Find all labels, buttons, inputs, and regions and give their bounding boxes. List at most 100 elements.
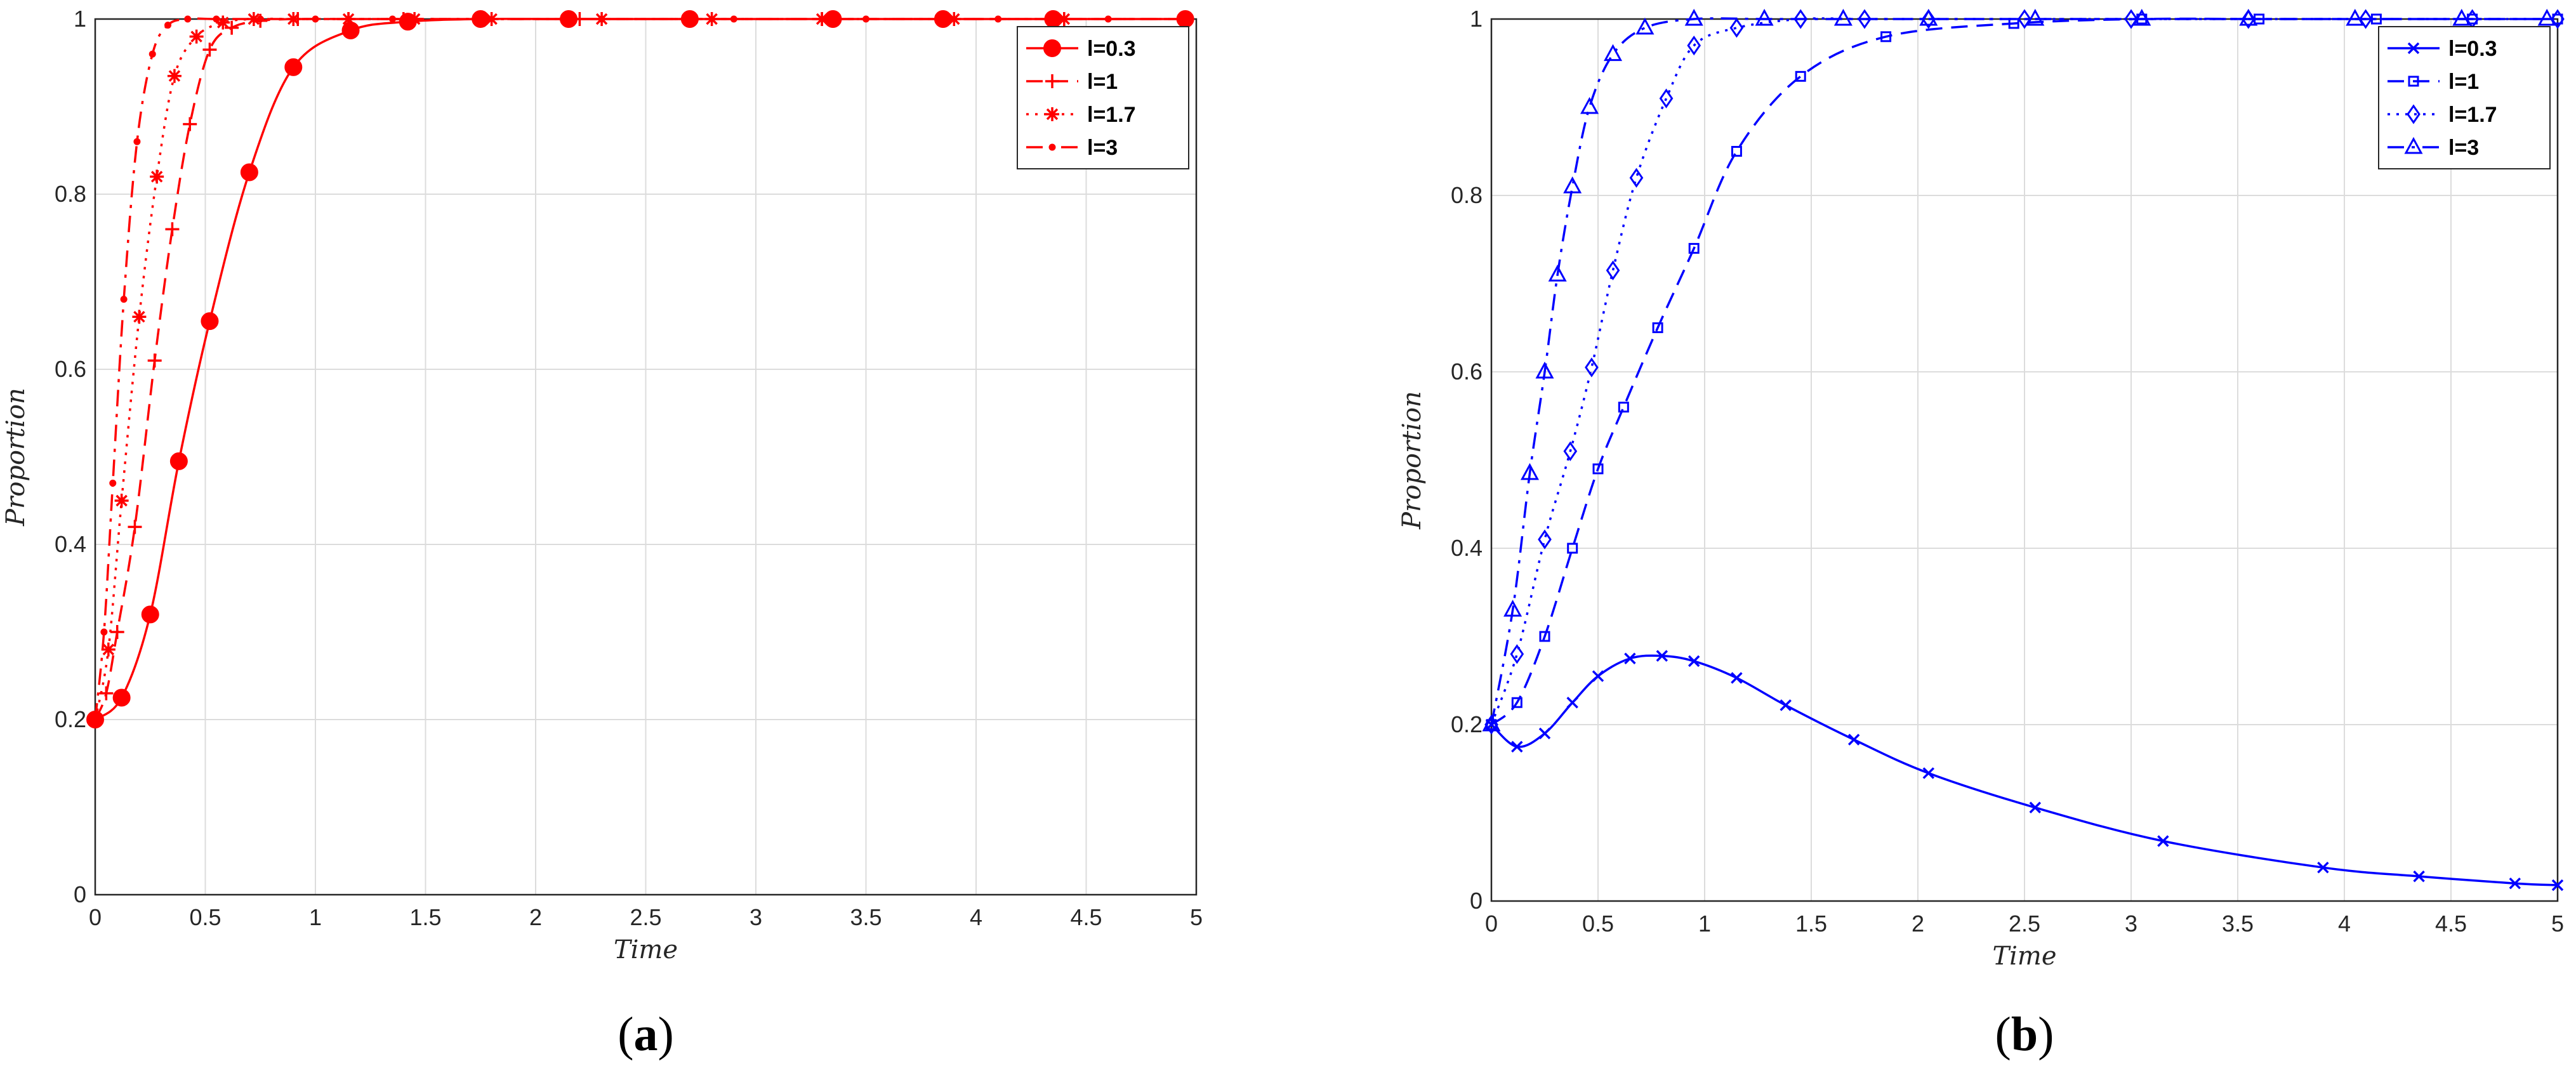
data-point [109, 479, 117, 487]
data-point [341, 21, 360, 39]
data-point [2551, 9, 2565, 29]
data-point [1503, 600, 1522, 617]
x-tick-label: 0 [89, 904, 102, 930]
data-point [2537, 8, 2556, 26]
data-point [1919, 8, 1938, 26]
x-tick-label: 2 [529, 904, 542, 930]
data-point [112, 688, 131, 707]
series-l=0.3 [1485, 650, 2564, 892]
x-tick-label: 1 [309, 904, 322, 930]
data-point [1847, 734, 1860, 746]
data-point [128, 520, 142, 534]
series-line [94, 17, 1186, 720]
legend-label: l=1.7 [1087, 103, 1136, 127]
data-point [256, 15, 264, 23]
data-point [1755, 8, 1774, 26]
chart-panel-a: 0 0.5 1 1.5 2 2.5 3 3.5 4 4.5 5 0 0.2 0.4 0.6 0.8 1 Time P… [1, 6, 1203, 1061]
data-point [1592, 670, 1604, 682]
x-tick-label: 2.5 [2009, 911, 2040, 937]
y-tick-label: 0.8 [1451, 182, 1483, 208]
legend-label: l=1 [1087, 70, 1118, 94]
data-point [1687, 36, 1701, 56]
series-l=3 [1482, 8, 2556, 732]
series-line [94, 18, 1186, 720]
y-tick-label: 0.8 [55, 181, 86, 207]
data-point [149, 50, 156, 58]
legend-marker [1045, 74, 1059, 88]
chart-panel-b: 0 0.5 1 1.5 2 2.5 3 3.5 4 4.5 5 0 0.2 0.4 0.6 0.8 1 Time P… [1397, 6, 2565, 1061]
data-point [1618, 402, 1629, 413]
legend-marker [1045, 107, 1059, 121]
legend-marker [2407, 104, 2421, 124]
data-point [167, 69, 182, 83]
data-point [1729, 18, 1744, 38]
panel-caption: (a) [618, 1008, 674, 1061]
x-axis-label: Time [1992, 942, 2056, 971]
x-tick-label: 1.5 [409, 904, 441, 930]
x-tick-label: 4.5 [2435, 911, 2467, 937]
data-point [164, 22, 172, 29]
data-point [1688, 655, 1700, 668]
data-point [184, 15, 192, 23]
panel-caption: (b) [1995, 1008, 2054, 1061]
data-point [246, 12, 261, 26]
data-point [1585, 357, 1599, 378]
y-tick-label: 0.2 [1451, 711, 1483, 737]
legend-label: l=3 [1087, 136, 1118, 160]
legend-marker [1043, 39, 1061, 57]
data-point [2358, 9, 2373, 29]
x-tick-label: 0 [1485, 911, 1498, 937]
y-tick-label: 0.4 [1451, 535, 1483, 561]
data-point [862, 15, 869, 23]
data-point [183, 117, 197, 131]
x-tick-label: 3 [2125, 911, 2137, 937]
data-point [1548, 264, 1567, 282]
data-point [1511, 741, 1523, 753]
data-point [1731, 146, 1742, 157]
legend-marker [2407, 42, 2420, 55]
legend: l=0.3 l=1 l=1.7 l=3 [1017, 26, 1189, 169]
data-point [1858, 9, 1872, 29]
legend: l=0.3 l=1 l=1.7 l=3 [2378, 26, 2551, 169]
y-tick-label: 0.6 [1451, 359, 1483, 385]
x-tick-label: 2.5 [630, 904, 661, 930]
data-point [1057, 12, 1071, 26]
data-point [1592, 463, 1604, 475]
y-tick-label: 0 [1470, 888, 1483, 914]
data-point [1684, 8, 1703, 26]
data-point [284, 58, 303, 76]
y-tick-label: 0.2 [55, 706, 86, 732]
data-point [141, 605, 159, 624]
data-point [150, 169, 164, 184]
data-point [100, 628, 108, 636]
data-point [2239, 8, 2258, 26]
x-tick-label: 2 [1912, 911, 1924, 937]
data-point [477, 15, 484, 23]
data-point [815, 12, 829, 26]
x-tick-label: 1 [1698, 911, 1711, 937]
data-point [2029, 801, 2042, 813]
data-point [1510, 644, 1524, 664]
data-point [120, 296, 128, 303]
data-point [1606, 260, 1620, 280]
data-point [1563, 441, 1578, 461]
data-point [2317, 861, 2329, 874]
data-point [101, 642, 116, 657]
data-point [1731, 672, 1743, 684]
data-point [2346, 8, 2365, 26]
data-point [216, 15, 230, 30]
data-point [598, 15, 605, 23]
data-point [1603, 44, 1623, 62]
legend-label: l=3 [2448, 136, 2479, 160]
data-point [2552, 13, 2563, 25]
data-point [147, 353, 162, 368]
data-point [1833, 8, 1853, 26]
x-tick-label: 1.5 [1795, 911, 1827, 937]
series-line [1490, 17, 2558, 725]
data-point [1182, 15, 1189, 23]
series-l=1.7 [1484, 9, 2565, 735]
data-point [2509, 877, 2521, 890]
x-tick-label: 0.5 [189, 904, 221, 930]
legend-label: l=1 [2448, 70, 2479, 94]
data-point [2124, 9, 2138, 29]
